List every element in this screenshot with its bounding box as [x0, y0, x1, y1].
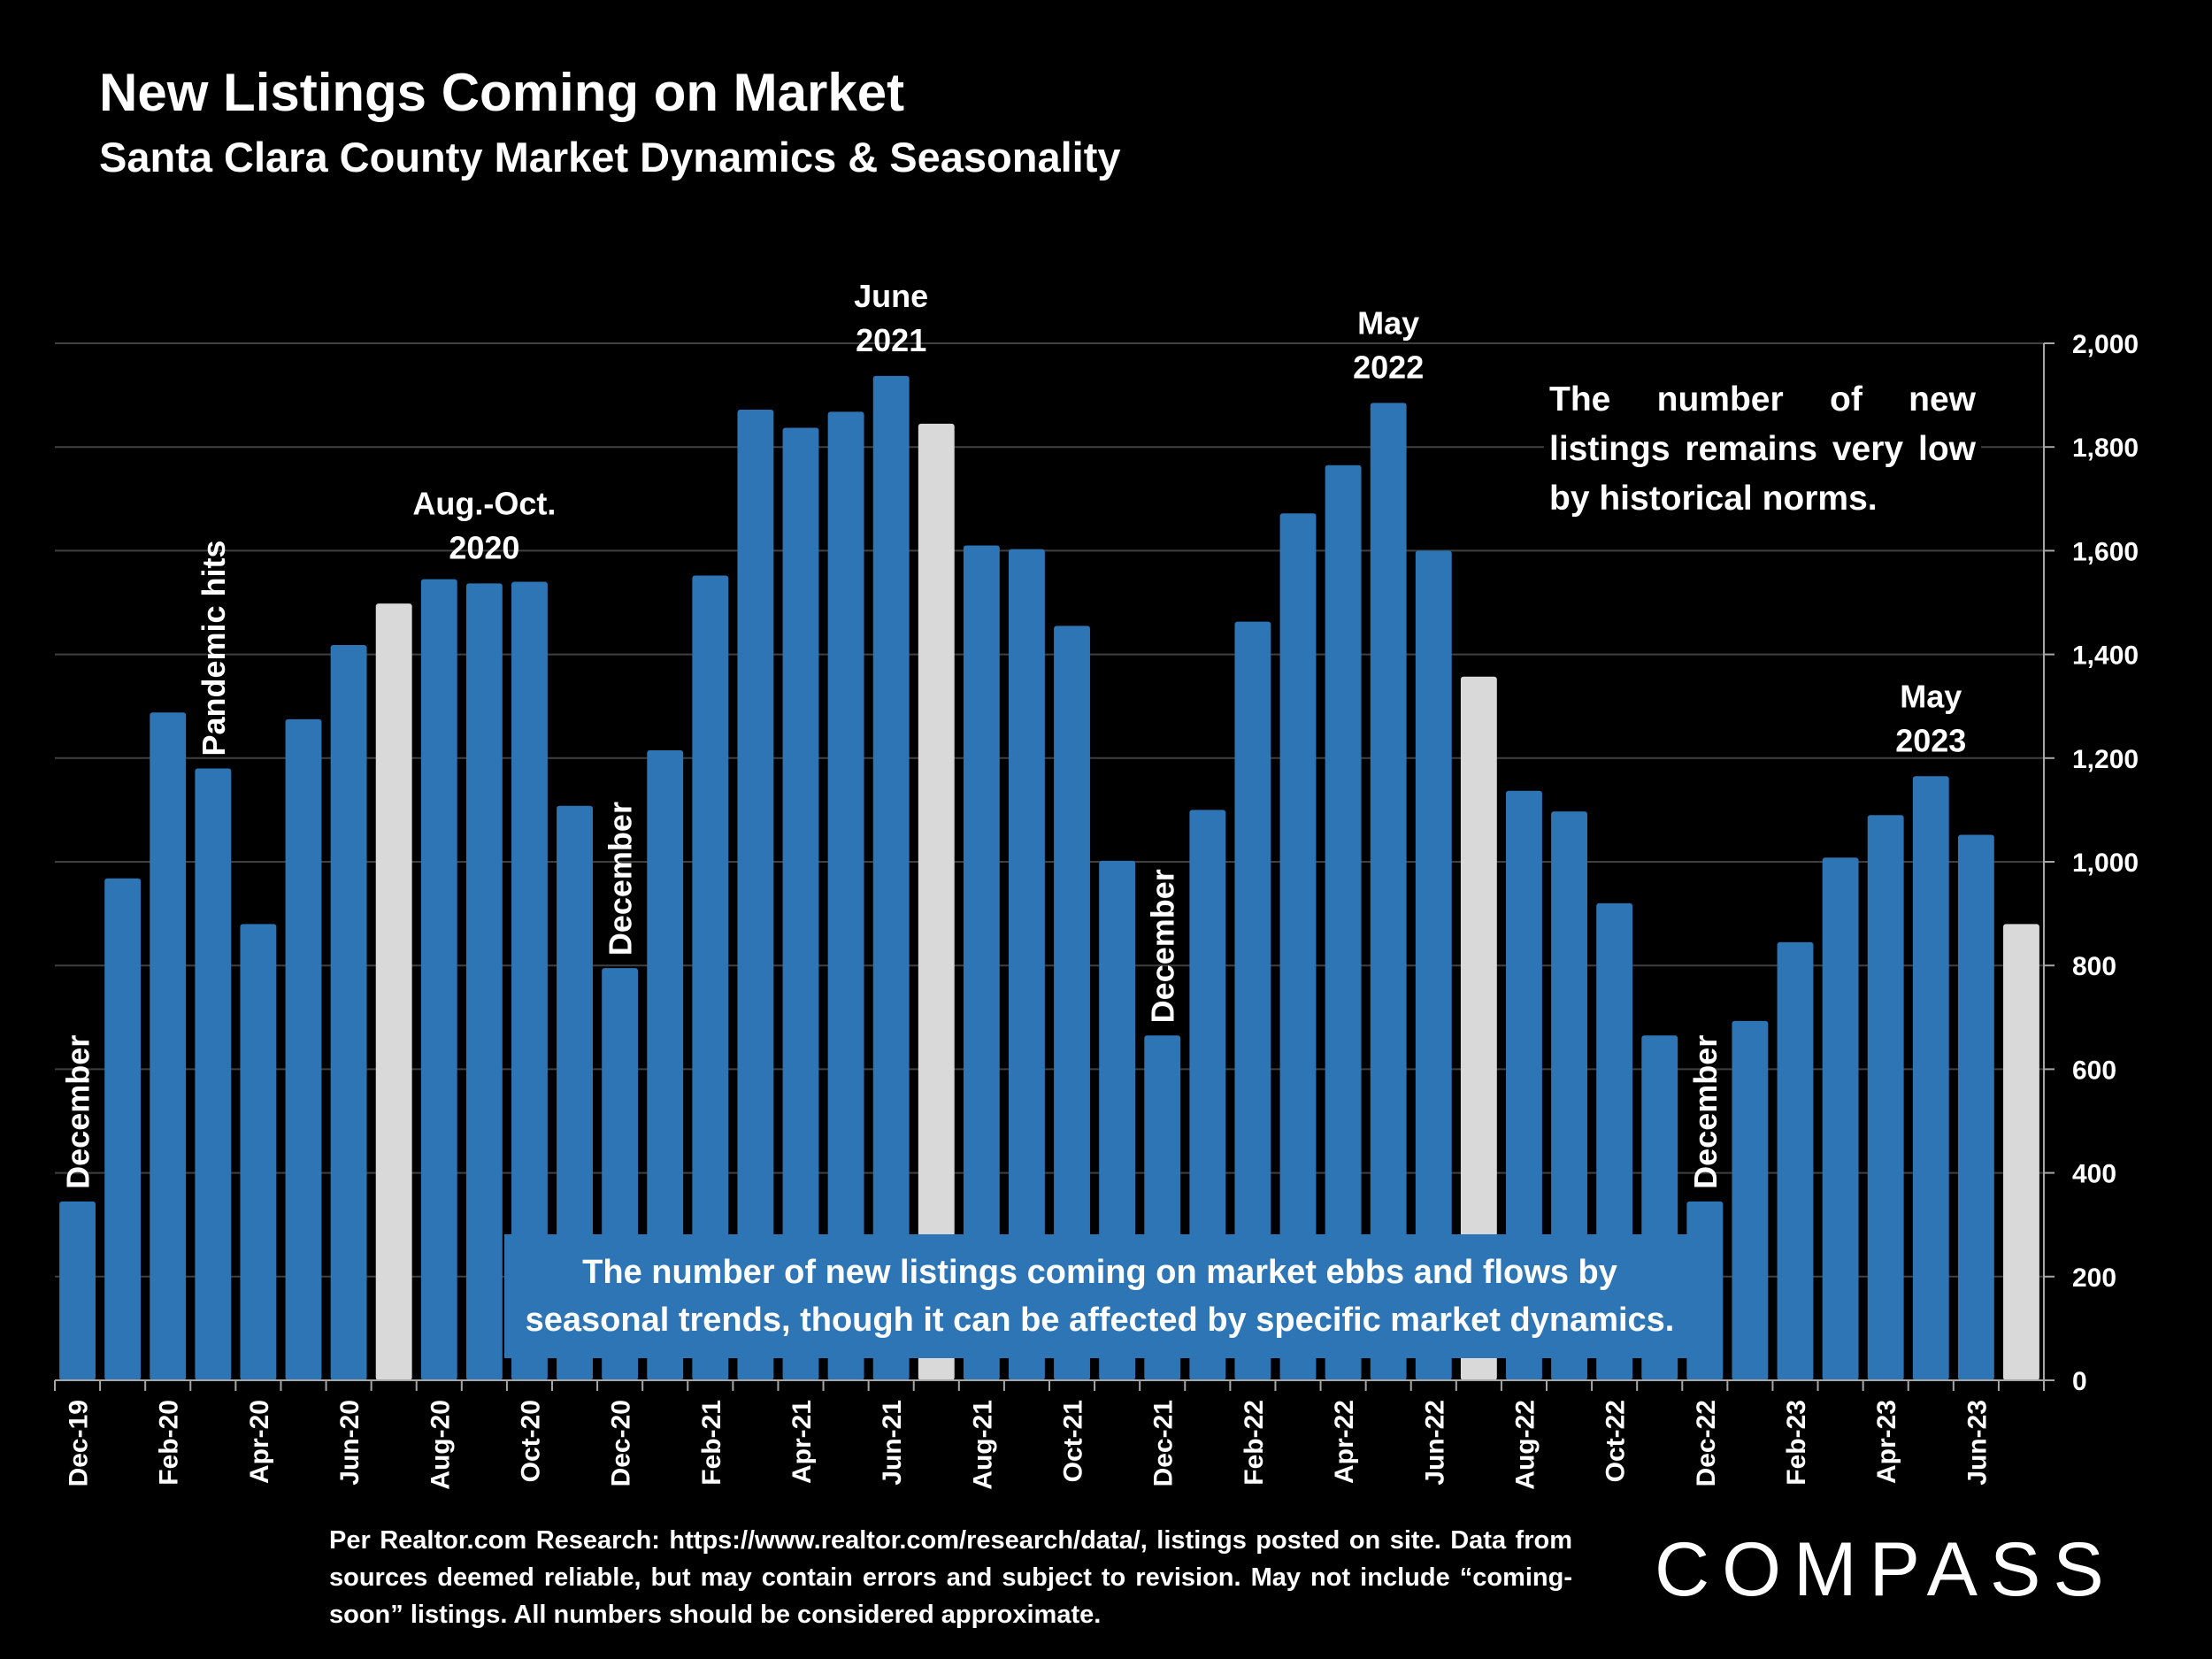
- y-tick-label: 600: [2072, 1056, 2116, 1085]
- annotation-label: June: [854, 278, 928, 314]
- bar: [240, 924, 277, 1380]
- x-tick-label: Jun-22: [1420, 1400, 1449, 1486]
- bar: [375, 603, 412, 1380]
- bar: [692, 575, 729, 1380]
- annotation-label: 2022: [1353, 349, 1424, 385]
- annotation-label: Pandemic hits: [196, 540, 232, 756]
- bar: [963, 545, 1000, 1380]
- bar: [2003, 924, 2039, 1380]
- bar: [59, 1201, 96, 1380]
- x-tick-label: Feb-20: [155, 1400, 184, 1486]
- x-tick-label: Aug-21: [968, 1400, 997, 1490]
- x-tick-label: Oct-21: [1059, 1400, 1088, 1482]
- compass-logo: COMPASS: [1655, 1527, 2116, 1612]
- bar: [465, 583, 503, 1380]
- bar: [1054, 626, 1090, 1380]
- bar: [1506, 790, 1542, 1380]
- bar: [1686, 1201, 1724, 1380]
- annotation-label: December: [603, 802, 639, 956]
- callout-box: The number of new listings coming on mar…: [504, 1234, 1695, 1358]
- bar: [285, 718, 322, 1380]
- x-tick-label: Jun-20: [335, 1400, 365, 1486]
- y-tick-label: 800: [2072, 952, 2116, 981]
- x-tick-label: Dec-19: [65, 1400, 94, 1486]
- annotation-label: December: [1145, 869, 1181, 1023]
- bar: [1234, 621, 1271, 1380]
- bar: [1009, 549, 1045, 1380]
- chart-title: New Listings Coming on Market: [99, 63, 905, 122]
- x-tick-label: Apr-20: [245, 1400, 274, 1484]
- y-tick-label: 1,800: [2072, 434, 2139, 463]
- annotation-label: 2023: [1895, 722, 1966, 758]
- y-tick-label: 200: [2072, 1263, 2116, 1293]
- y-tick-label: 1,400: [2072, 641, 2139, 671]
- x-tick-label: Dec-21: [1149, 1400, 1179, 1486]
- bar: [1415, 550, 1452, 1380]
- x-tick-label: Apr-21: [787, 1400, 817, 1484]
- y-tick-label: 2,000: [2072, 330, 2139, 359]
- bar: [1325, 465, 1362, 1381]
- x-tick-label: Apr-22: [1330, 1400, 1359, 1484]
- annotations: December Pandemic hits Aug.-Oct. 2020 Decemb…: [60, 278, 1967, 1189]
- bar: [827, 411, 864, 1380]
- x-tick-label: Apr-23: [1872, 1400, 1901, 1484]
- bar: [420, 579, 457, 1380]
- chart-subtitle: Santa Clara County Market Dynamics & Sea…: [99, 134, 1121, 180]
- y-tick-label: 1,000: [2072, 849, 2139, 878]
- bars: [59, 375, 2039, 1381]
- bar: [1777, 941, 1814, 1380]
- annotation-label: May: [1357, 304, 1419, 341]
- annotation-label: 2020: [449, 529, 519, 565]
- annotation-label: December: [60, 1035, 96, 1189]
- bar: [737, 410, 774, 1380]
- annotation-label: May: [1900, 678, 1962, 714]
- x-tick-label: Aug-22: [1510, 1400, 1540, 1490]
- annotation-label: Aug.-Oct.: [412, 485, 556, 521]
- x-tick-label: Feb-23: [1782, 1400, 1811, 1486]
- bar: [150, 712, 187, 1380]
- y-tick-label: 0: [2072, 1367, 2087, 1396]
- source-note: Per Realtor.com Research: https://www.re…: [329, 1526, 1572, 1629]
- y-tick-label: 400: [2072, 1160, 2116, 1189]
- x-tick-label: Feb-21: [697, 1400, 726, 1486]
- x-tick-label: Aug-20: [426, 1400, 455, 1490]
- x-tick-label: Oct-22: [1601, 1400, 1631, 1482]
- annotation-label: 2021: [856, 322, 926, 358]
- bar: [1370, 403, 1407, 1380]
- bar: [104, 878, 142, 1380]
- x-tick-label: Jun-21: [878, 1400, 907, 1486]
- x-tick-label: Jun-23: [1962, 1400, 1992, 1486]
- x-tick-label: Feb-22: [1240, 1400, 1269, 1486]
- bar: [330, 645, 367, 1380]
- bar: [872, 375, 910, 1381]
- x-tick-label: Dec-20: [607, 1400, 636, 1486]
- bar: [647, 750, 684, 1380]
- bar: [1460, 676, 1497, 1380]
- annotation-label: December: [1687, 1035, 1724, 1189]
- bar: [918, 423, 955, 1381]
- bar: [782, 427, 819, 1380]
- note-text: The number of new listings remains very …: [1544, 372, 1981, 527]
- bar: [1822, 857, 1859, 1380]
- bar: [1957, 834, 1994, 1380]
- bar: [1732, 1020, 1769, 1380]
- bar: [1912, 776, 1949, 1380]
- y-tick-label: 1,200: [2072, 745, 2139, 774]
- bar: [511, 581, 548, 1380]
- bar: [1279, 513, 1317, 1380]
- axes: 0 200 400 600 800 1,000 1,200 1,400 1,600 1,800 2,…: [54, 330, 2139, 1490]
- x-tick-label: Dec-22: [1692, 1400, 1721, 1486]
- y-tick-label: 1,600: [2072, 537, 2139, 566]
- x-tick-label: Oct-20: [516, 1400, 545, 1482]
- bar: [1867, 815, 1904, 1380]
- bar: [195, 768, 232, 1380]
